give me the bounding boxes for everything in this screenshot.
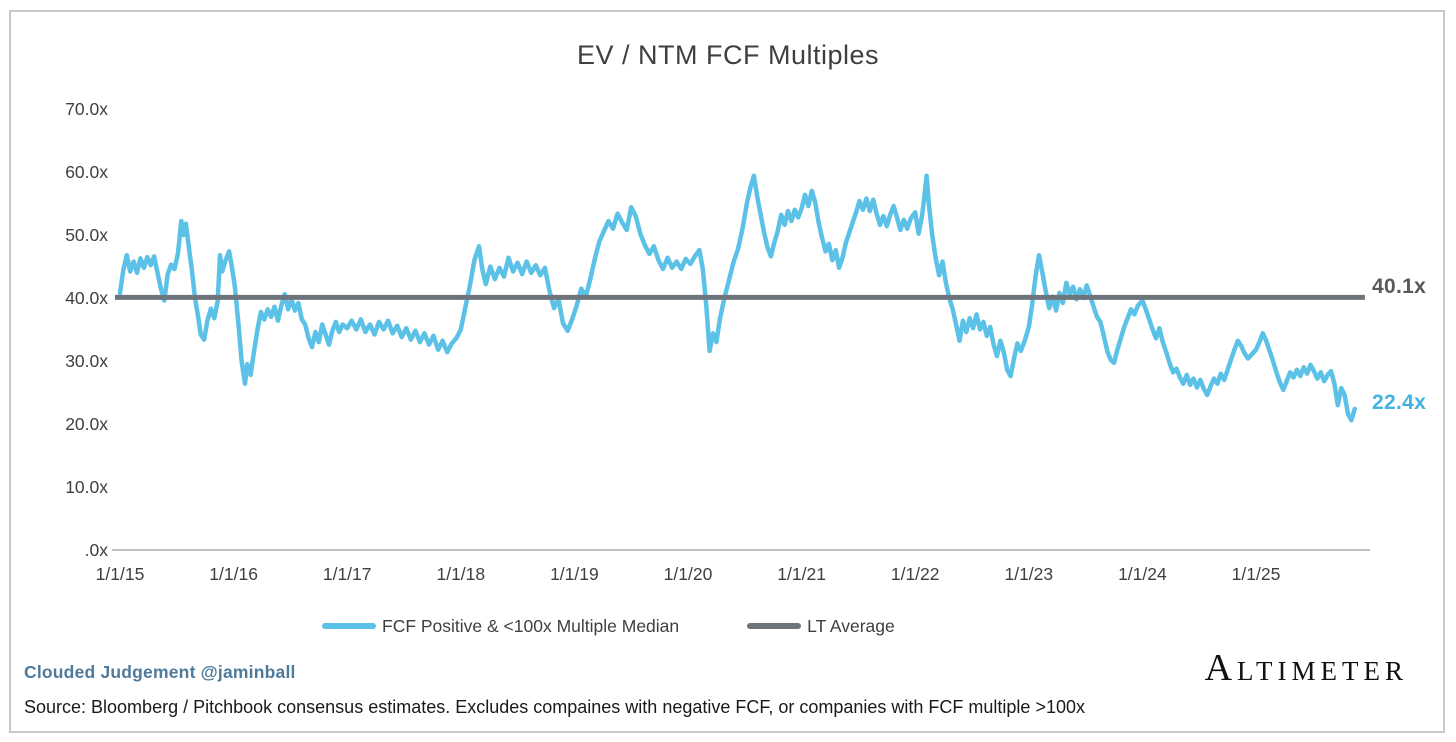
chart-legend: FCF Positive & <100x Multiple Median LT … xyxy=(322,613,895,639)
x-tick-label: 1/1/25 xyxy=(1231,564,1281,584)
y-tick-label: 10.0x xyxy=(65,477,108,497)
gray-line-swatch-icon xyxy=(747,623,802,629)
blue-line-swatch-icon xyxy=(322,623,376,629)
y-tick-label: 30.0x xyxy=(65,351,108,371)
y-tick-label: 70.0x xyxy=(65,99,108,119)
y-tick-label: 50.0x xyxy=(65,225,108,245)
legend-item-lt-average: LT Average xyxy=(747,616,895,637)
altimeter-logo: Altimeter xyxy=(1204,647,1408,689)
x-tick-label: 1/1/21 xyxy=(777,564,826,584)
x-tick-label: 1/1/20 xyxy=(663,564,713,584)
y-tick-label: 60.0x xyxy=(65,162,108,182)
outer-border-frame xyxy=(9,10,1445,733)
source-note: Source: Bloomberg / Pitchbook consensus … xyxy=(24,697,1085,717)
y-tick-label: 20.0x xyxy=(65,414,108,434)
chart-title: EV / NTM FCF Multiples xyxy=(576,40,880,70)
legend-label-fcf-median: FCF Positive & <100x Multiple Median xyxy=(382,615,680,636)
fcf-median-series-line xyxy=(117,173,1358,423)
x-tick-label: 1/1/24 xyxy=(1118,564,1167,584)
x-tick-label: 1/1/16 xyxy=(209,564,258,584)
legend-label-lt-average: LT Average xyxy=(807,615,895,636)
y-tick-label: 40.0x xyxy=(65,288,108,308)
x-tick-label: 1/1/17 xyxy=(322,564,372,584)
x-tick-label: 1/1/22 xyxy=(890,564,940,584)
byline-clouded-judgement: Clouded Judgement @jaminball xyxy=(24,662,296,682)
latest-value-label: 22.4x xyxy=(1372,391,1427,414)
x-tick-label: 1/1/23 xyxy=(1004,564,1054,584)
y-tick-label: .0x xyxy=(84,540,108,560)
legend-item-fcf-median: FCF Positive & <100x Multiple Median xyxy=(322,616,679,637)
x-tick-label: 1/1/15 xyxy=(95,564,145,584)
lt-average-value-label: 40.1x xyxy=(1372,275,1427,298)
x-tick-label: 1/1/18 xyxy=(436,564,486,584)
x-tick-label: 1/1/19 xyxy=(550,564,599,584)
